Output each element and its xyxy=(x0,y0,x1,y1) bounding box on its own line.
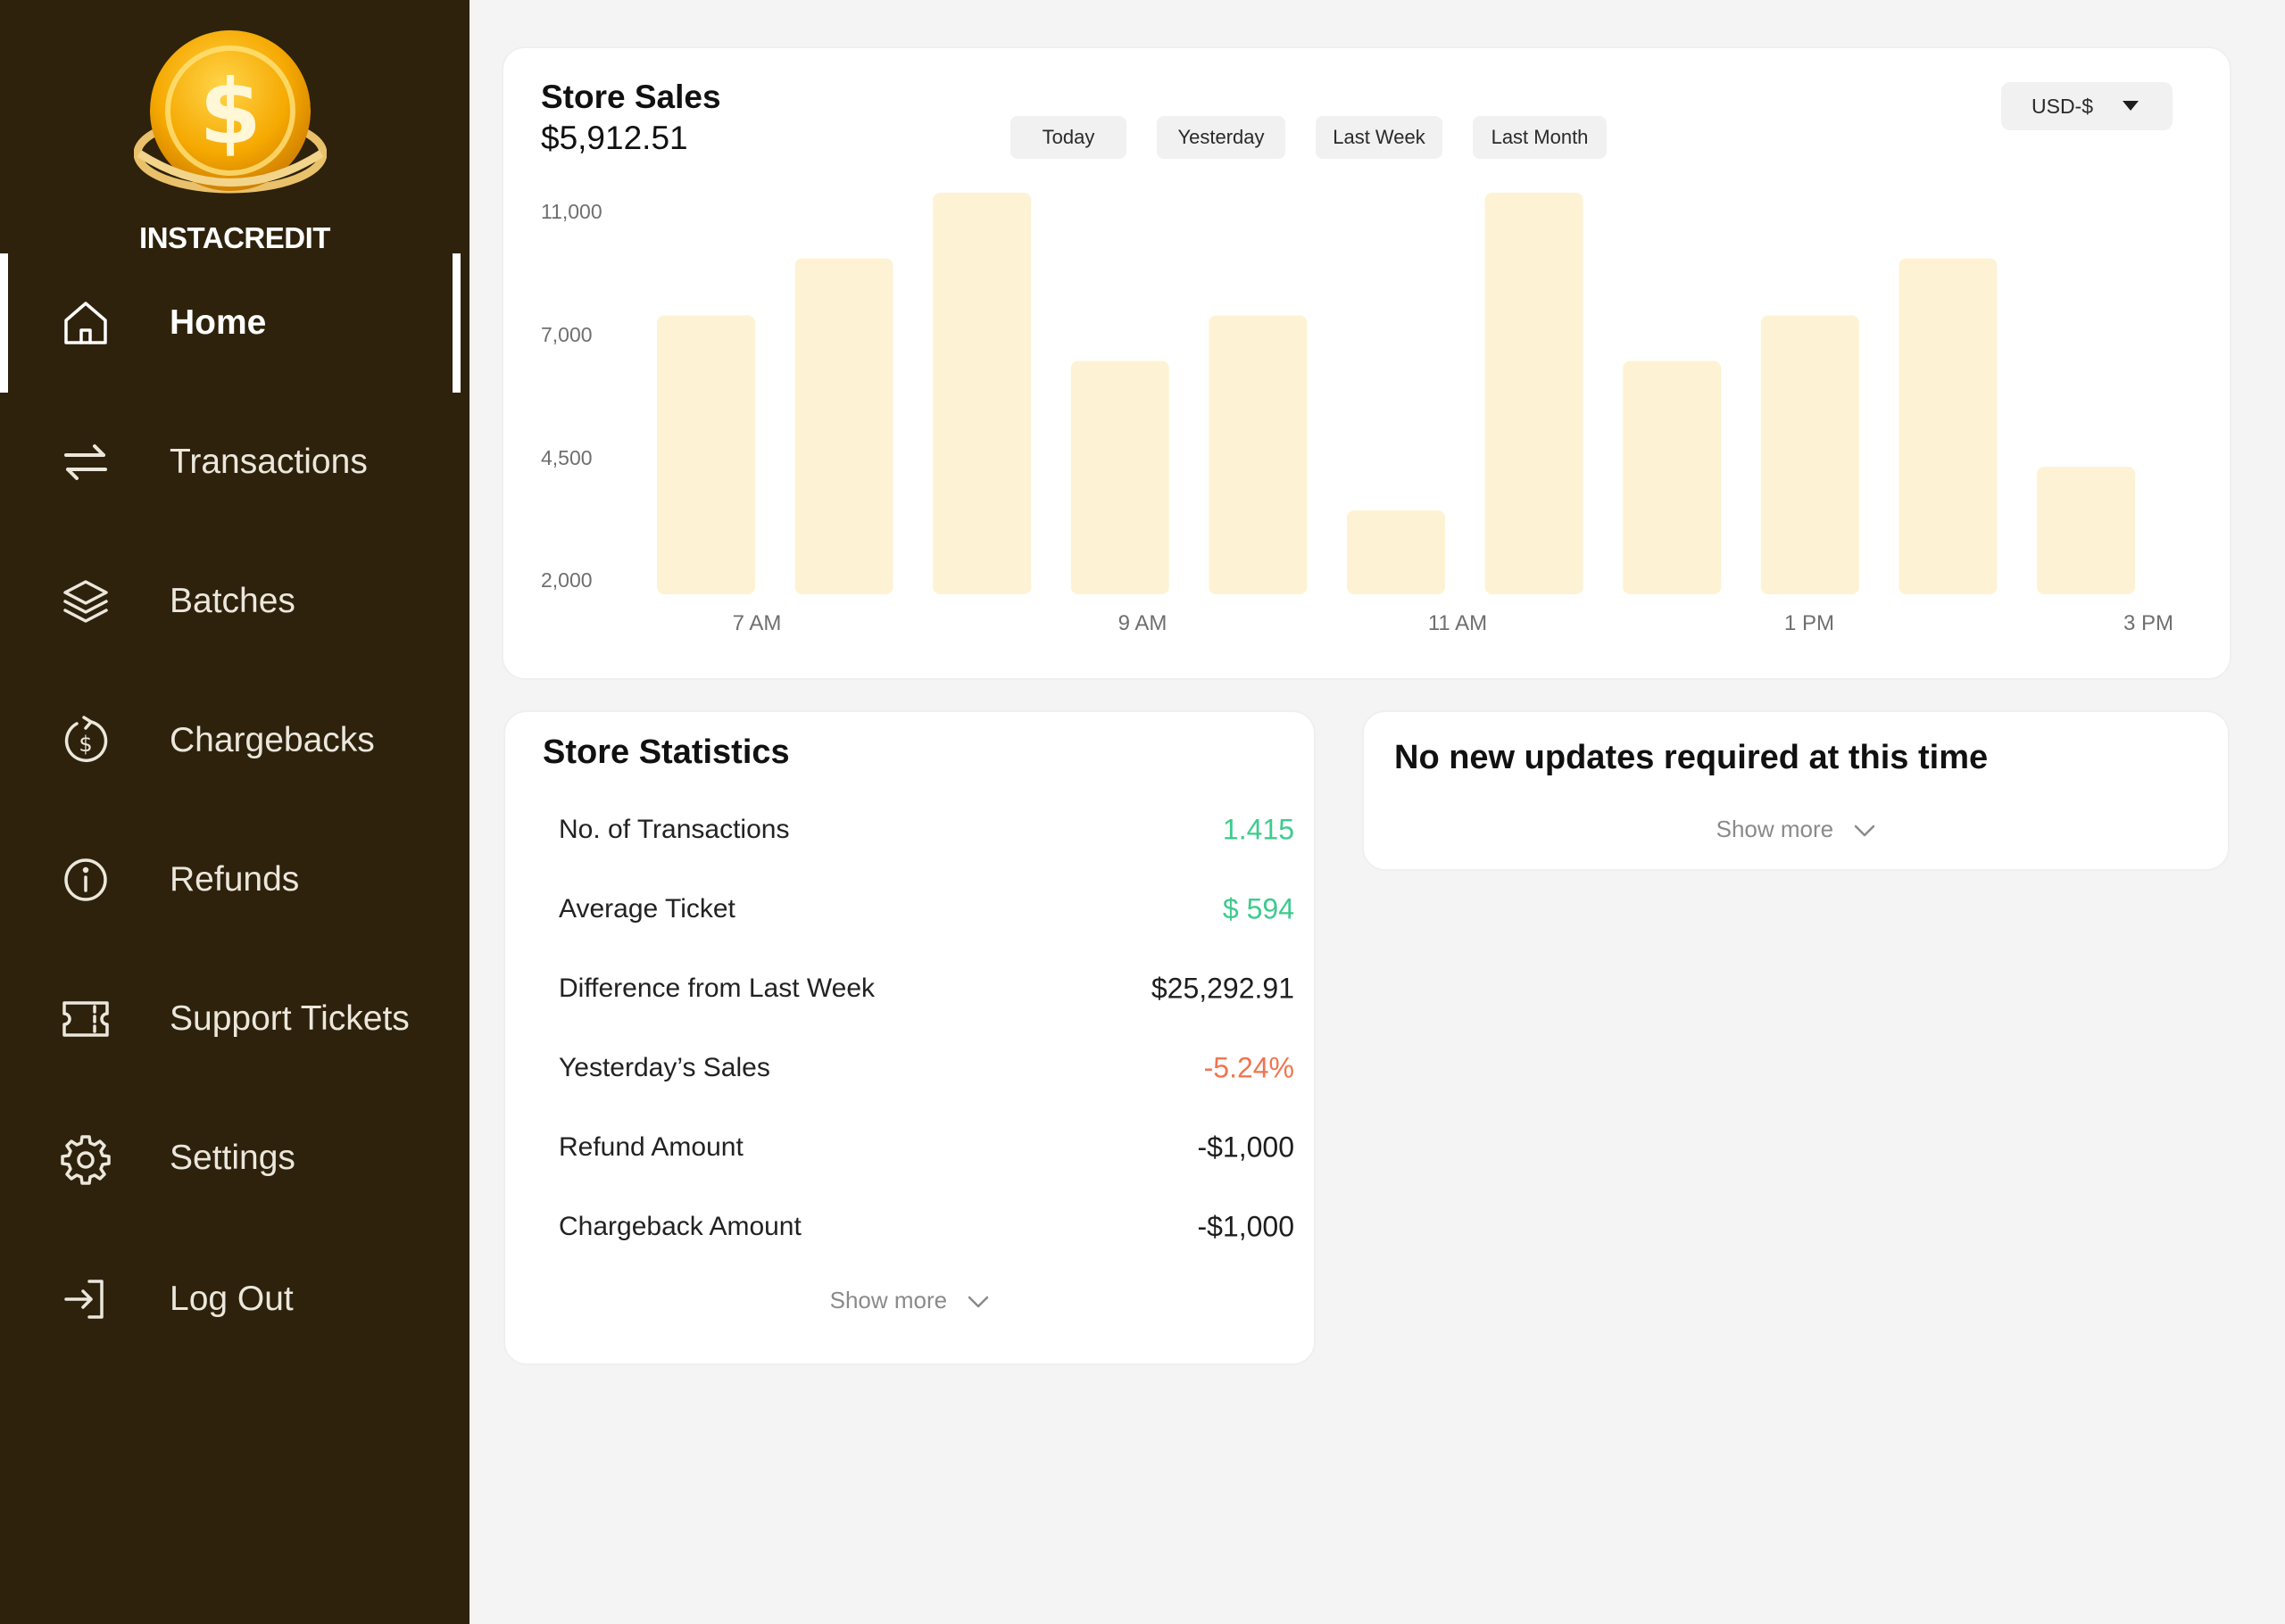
card-title: Store Statistics xyxy=(543,733,790,771)
stat-row-average-ticket: Average Ticket $ 594 xyxy=(559,882,1294,936)
chart-bar xyxy=(2037,467,2135,594)
logout-icon xyxy=(57,1271,114,1328)
stat-label: Chargeback Amount xyxy=(559,1212,802,1241)
chart-bar xyxy=(1760,315,1859,594)
active-indicator xyxy=(0,253,8,393)
chart-bar xyxy=(1070,360,1169,594)
coin-logo: $ xyxy=(133,29,328,207)
svg-text:$: $ xyxy=(199,60,262,164)
currency-select[interactable]: USD-$ xyxy=(2001,82,2173,130)
store-sales-card: Store Sales $5,912.51 Today Yesterday La… xyxy=(502,46,2231,680)
sidebar-item-label: Settings xyxy=(170,1139,295,1177)
sidebar-item-batches[interactable]: Batches xyxy=(0,532,469,671)
y-tick-label: 4,500 xyxy=(541,446,593,469)
home-icon xyxy=(57,294,114,352)
y-tick-label: 11,000 xyxy=(541,200,602,223)
sidebar-item-label: Transactions xyxy=(170,443,368,481)
stat-label: Difference from Last Week xyxy=(559,974,876,1003)
sidebar-item-label: Chargebacks xyxy=(170,721,375,759)
tab-last-week[interactable]: Last Week xyxy=(1316,116,1442,159)
sidebar-item-refunds[interactable]: Refunds xyxy=(0,810,469,949)
sidebar-item-home[interactable]: Home xyxy=(0,253,469,393)
stat-value: 1.415 xyxy=(1222,813,1294,846)
stat-value: $25,292.91 xyxy=(1151,972,1294,1005)
sidebar-item-label: Batches xyxy=(170,582,295,620)
stat-label: Refund Amount xyxy=(559,1132,744,1162)
x-tick-label: 11 AM xyxy=(1428,611,1487,635)
sidebar-item-logout[interactable]: Log Out xyxy=(0,1230,469,1369)
active-indicator xyxy=(453,253,461,393)
chart-bar xyxy=(1347,510,1445,594)
stat-row-refund-amount: Refund Amount -$1,000 xyxy=(559,1121,1294,1174)
tab-yesterday[interactable]: Yesterday xyxy=(1157,116,1285,159)
sidebar-item-support-tickets[interactable]: Support Tickets xyxy=(0,949,469,1089)
sidebar-item-settings[interactable]: Settings xyxy=(0,1089,469,1228)
stat-label: Average Ticket xyxy=(559,894,735,924)
stat-label: No. of Transactions xyxy=(559,815,790,844)
ticket-icon xyxy=(57,990,114,1048)
show-more-label: Show more xyxy=(829,1287,948,1313)
stat-value: -$1,000 xyxy=(1197,1210,1294,1243)
chart-bar xyxy=(1623,360,1722,594)
chart-bar xyxy=(1899,258,1998,594)
sales-total: $5,912.51 xyxy=(541,120,688,156)
store-statistics-card: Store Statistics No. of Transactions 1.4… xyxy=(503,710,1316,1365)
chevron-down-icon xyxy=(968,1296,989,1308)
y-tick-label: 7,000 xyxy=(541,323,593,346)
x-tick-label: 3 PM xyxy=(2123,611,2173,635)
chart-bar xyxy=(1209,315,1308,594)
y-tick-label: 2,000 xyxy=(541,568,593,592)
x-tick-label: 1 PM xyxy=(1784,611,1834,635)
updates-title: No new updates required at this time xyxy=(1394,739,1989,776)
chart-bar xyxy=(933,193,1032,594)
sidebar-item-label: Support Tickets xyxy=(170,999,410,1038)
brand-name: INSTACREDIT xyxy=(139,221,330,254)
sidebar-item-label: Log Out xyxy=(170,1280,294,1318)
chart-bar xyxy=(1484,193,1583,594)
stat-row-transactions: No. of Transactions 1.415 xyxy=(559,803,1294,857)
tab-today[interactable]: Today xyxy=(1010,116,1126,159)
stat-row-yesterday-sales: Yesterday’s Sales -5.24% xyxy=(559,1041,1294,1095)
updates-card: No new updates required at this time Sho… xyxy=(1362,710,2230,871)
info-icon xyxy=(57,851,114,908)
x-tick-label: 7 AM xyxy=(733,611,782,635)
x-tick-label: 9 AM xyxy=(1118,611,1167,635)
card-title: Store Sales xyxy=(541,79,721,115)
show-more-label: Show more xyxy=(1716,816,1834,842)
currency-value: USD-$ xyxy=(2032,95,2094,118)
show-more-button[interactable]: Show more xyxy=(505,1287,1314,1314)
stat-row-difference-last-week: Difference from Last Week $25,292.91 xyxy=(559,962,1294,1015)
chevron-down-icon xyxy=(1855,824,1875,837)
layers-icon xyxy=(57,573,114,630)
sidebar-item-label: Home xyxy=(170,303,267,342)
tab-last-month[interactable]: Last Month xyxy=(1473,116,1607,159)
stat-label: Yesterday’s Sales xyxy=(559,1053,770,1082)
sidebar-item-transactions[interactable]: Transactions xyxy=(0,393,469,532)
stat-row-chargeback-amount: Chargeback Amount -$1,000 xyxy=(559,1200,1294,1254)
stat-value: -5.24% xyxy=(1203,1051,1294,1084)
sidebar-item-label: Refunds xyxy=(170,860,300,899)
sales-bar-chart: 11,000 7,000 4,500 2,000 7 AM 9 AM 11 AM 1 PM 3 … xyxy=(541,193,2173,635)
dollar-refresh-icon: $ xyxy=(57,712,114,769)
sidebar: $ INSTACREDIT Home Transactions xyxy=(0,0,469,1624)
sidebar-item-chargebacks[interactable]: $ Chargebacks xyxy=(0,671,469,810)
gear-icon xyxy=(57,1130,114,1187)
caret-down-icon xyxy=(2123,101,2139,111)
svg-text:$: $ xyxy=(79,732,92,757)
swap-arrows-icon xyxy=(57,434,114,491)
stat-value: -$1,000 xyxy=(1197,1131,1294,1164)
chart-bar xyxy=(794,258,893,594)
chart-bar xyxy=(657,315,755,594)
stat-value: $ 594 xyxy=(1222,892,1294,925)
show-more-button[interactable]: Show more xyxy=(1364,816,2228,843)
